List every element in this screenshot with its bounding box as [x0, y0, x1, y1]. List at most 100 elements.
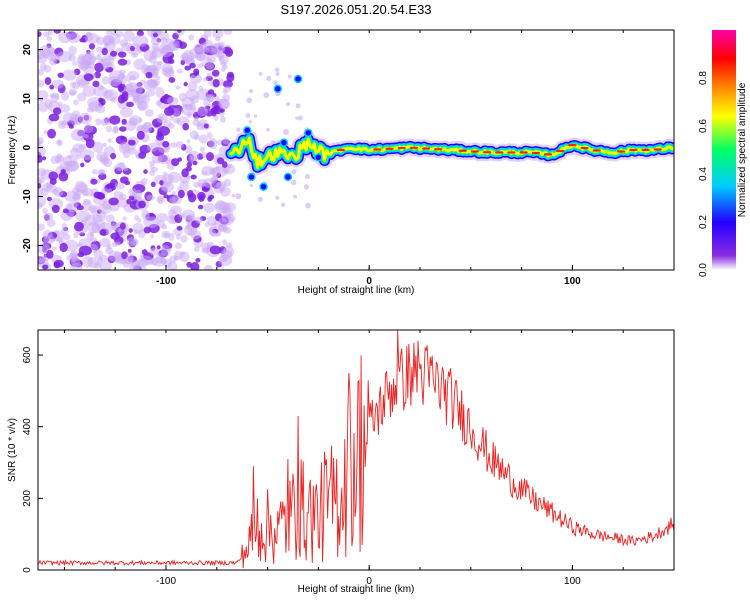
noise-blob	[175, 85, 181, 90]
noise-blob	[201, 170, 208, 176]
snr-panel: -100 0 100 0 200 400 600 Height of straight l…	[7, 329, 675, 595]
noise-blob	[145, 109, 154, 117]
noise-blob	[77, 79, 90, 89]
noise-blob	[203, 123, 209, 129]
noise-blob	[118, 141, 131, 154]
noise-blob	[192, 160, 198, 166]
noise-blob	[123, 30, 135, 42]
noise-blob	[195, 216, 203, 224]
noise-blob	[203, 178, 214, 189]
noise-blob	[101, 156, 110, 166]
colorbar-tick-label: 0.6	[698, 119, 709, 133]
noise-blob	[127, 248, 132, 253]
noise-blob	[203, 48, 211, 53]
noise-blob	[38, 195, 47, 208]
noise-blob	[44, 77, 52, 86]
noise-blob	[88, 43, 96, 50]
noise-blob	[85, 138, 95, 149]
noise-blob	[212, 30, 224, 39]
noise-blob	[142, 122, 153, 133]
noise-blob	[91, 169, 99, 175]
noise-blob	[179, 180, 189, 192]
noise-blob	[46, 218, 56, 227]
noise-blob	[193, 134, 200, 141]
noise-blob	[156, 195, 165, 204]
noise-blob	[52, 79, 64, 89]
noise-blob	[49, 84, 55, 90]
noise-blob	[248, 120, 252, 124]
noise-blob	[78, 143, 88, 150]
noise-blob	[280, 202, 286, 208]
noise-blob	[266, 76, 272, 82]
noise-blob	[249, 183, 254, 188]
noise-blob	[187, 192, 197, 203]
noise-blob	[132, 35, 149, 47]
noise-blob	[143, 169, 148, 174]
noise-blob	[78, 112, 92, 125]
noise-blob	[152, 32, 159, 38]
noise-blob	[128, 188, 137, 197]
noise-blob	[38, 176, 46, 184]
noise-blob	[96, 178, 101, 184]
noise-blob	[76, 56, 87, 65]
noise-blob	[77, 92, 87, 102]
noise-blob	[177, 30, 182, 33]
noise-blob	[38, 31, 42, 38]
noise-blob	[194, 246, 200, 252]
ridge-blob	[273, 84, 283, 94]
noise-blob	[210, 167, 222, 178]
noise-blob	[295, 103, 301, 109]
noise-blob	[141, 249, 148, 255]
noise-blob	[139, 255, 153, 266]
noise-blob	[196, 106, 209, 117]
noise-blob	[160, 46, 174, 58]
noise-blob	[222, 137, 230, 145]
noise-blob	[99, 237, 111, 248]
noise-blob	[120, 107, 133, 118]
noise-blob	[208, 137, 218, 150]
noise-blob	[83, 65, 95, 74]
noise-blob	[167, 96, 179, 106]
ridge-blob	[247, 172, 256, 182]
noise-blob	[133, 83, 144, 95]
noise-blob	[178, 212, 185, 219]
noise-blob	[42, 47, 51, 59]
noise-blob	[231, 193, 235, 198]
noise-blob	[212, 78, 220, 88]
noise-blob	[275, 71, 280, 77]
noise-blob	[57, 120, 69, 129]
snr-series-group	[38, 330, 674, 569]
noise-blob	[209, 245, 222, 255]
noise-blob	[258, 71, 263, 76]
noise-blob	[148, 79, 157, 88]
spectrogram-noise-cloud	[38, 30, 314, 270]
noise-blob	[263, 92, 270, 98]
noise-blob	[286, 102, 291, 107]
noise-blob	[58, 171, 69, 182]
y-tick-label: 10	[22, 93, 33, 105]
noise-blob	[40, 62, 47, 71]
colorbar: 0.0 0.2 0.4 0.6 0.8 Normalized spectral ampl…	[698, 30, 748, 277]
noise-blob	[63, 233, 71, 241]
noise-blob	[274, 67, 280, 73]
noise-blob	[168, 76, 176, 83]
noise-blob	[140, 178, 148, 186]
noise-blob	[166, 181, 171, 187]
noise-blob	[46, 36, 53, 42]
noise-blob	[295, 116, 299, 120]
noise-blob	[160, 244, 171, 257]
noise-blob	[189, 62, 196, 69]
noise-blob	[80, 162, 85, 168]
noise-blob	[42, 156, 47, 161]
noise-blob	[168, 40, 180, 52]
noise-blob	[59, 242, 68, 253]
spectrogram-x-ticks: -100 0 100	[63, 30, 675, 287]
noise-blob	[215, 36, 221, 42]
noise-blob	[175, 141, 184, 149]
noise-blob	[155, 87, 165, 98]
noise-blob	[177, 189, 185, 199]
noise-blob	[42, 264, 49, 270]
noise-blob	[206, 132, 213, 139]
ridge-blob	[293, 74, 303, 84]
noise-blob	[86, 231, 94, 241]
